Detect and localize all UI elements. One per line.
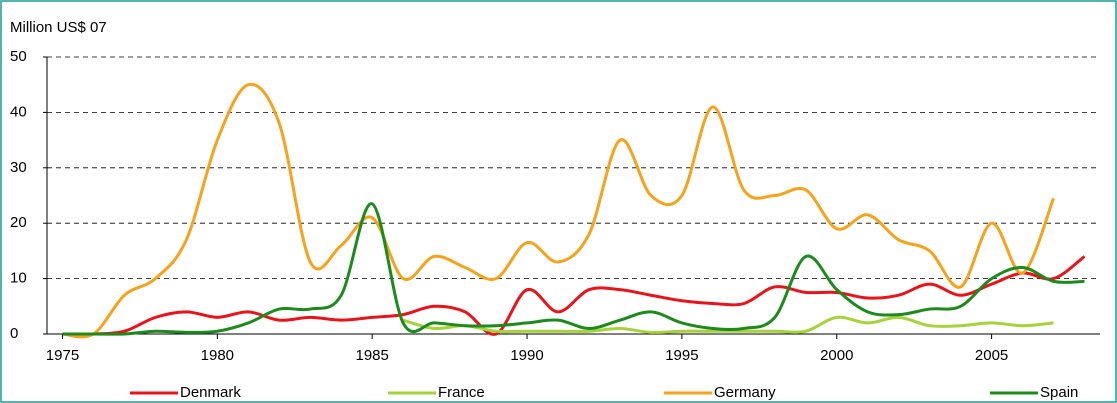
y-tick-label: 50 [10, 48, 27, 65]
y-tick-label: 30 [10, 159, 27, 176]
legend-label: Denmark [180, 384, 241, 401]
x-tick-label: 1990 [510, 347, 543, 364]
x-tick-label: 1980 [201, 347, 234, 364]
legend-label: France [438, 384, 485, 401]
y-tick-label: 10 [10, 270, 27, 287]
line-series [62, 255, 1086, 336]
x-tick-label: 1995 [665, 347, 698, 364]
x-tick-label: 1985 [356, 347, 389, 364]
legend-label: Germany [714, 384, 776, 401]
y-tick-label: 40 [10, 103, 27, 120]
y-tick-label: 20 [10, 214, 27, 231]
legend-label: Spain [1040, 384, 1078, 401]
y-tick-label: 0 [10, 325, 18, 342]
y-axis-label: Million US$ 07 [10, 19, 107, 36]
x-tick-label: 1975 [46, 347, 79, 364]
x-tick-label: 2005 [975, 347, 1008, 364]
x-tick-label: 2000 [820, 347, 853, 364]
line-series [402, 315, 1054, 334]
line-series [62, 202, 1085, 336]
line-series [62, 82, 1055, 339]
